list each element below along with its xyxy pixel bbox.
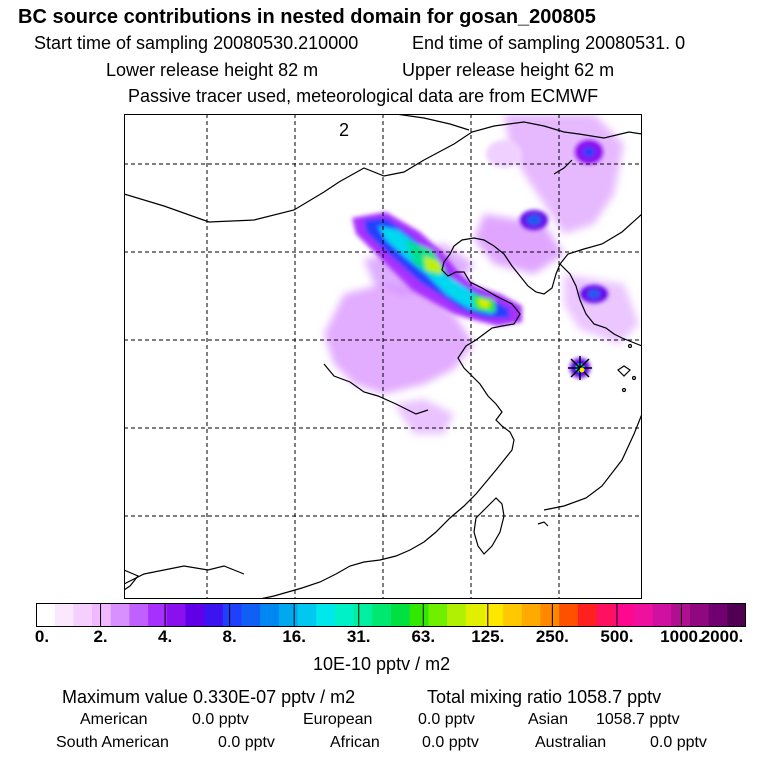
colorbar-cell: [204, 603, 224, 627]
colorbar-tick-label: 16.: [282, 627, 306, 646]
colorbar-cell: [334, 603, 355, 627]
map-panel: 2: [124, 114, 642, 599]
colorbar-cell: [148, 603, 168, 627]
colorbar-cell: [428, 603, 448, 627]
panel-label: 2: [339, 120, 349, 140]
total-mixing-label: Total mixing ratio 1058.7 pptv: [427, 687, 662, 707]
colorbar-tick-label: 1000.: [660, 627, 703, 646]
colorbar-cell: [241, 603, 261, 627]
colorbar-tick-label: 2000.: [700, 627, 744, 646]
max-value-label: Maximum value 0.330E-07 pptv / m2: [62, 687, 356, 707]
colorbar-tick-label: 125.: [471, 627, 505, 646]
colorbar-cell: [503, 603, 523, 627]
colorbar-cell: [484, 603, 504, 627]
american-value: 0.0 pptv: [192, 711, 249, 728]
colorbar-cell: [577, 603, 598, 627]
lower-height-label: Lower release height 82 m: [106, 60, 319, 80]
colorbar-cell: [652, 603, 672, 627]
upper-height-label: Upper release height 62 m: [402, 60, 615, 80]
australian-label: Australian: [535, 734, 607, 751]
plot-title: BC source contributions in nested domain…: [18, 6, 596, 28]
colorbar-cell: [521, 603, 542, 627]
colorbar-cell: [110, 603, 131, 627]
receptor-star-marker: [568, 356, 592, 380]
asian-label: Asian: [528, 711, 569, 728]
colorbar-tick-label: 2.: [93, 627, 108, 646]
colorbar-cell: [447, 603, 467, 627]
colorbar-cell: [54, 603, 74, 627]
colorbar-cell: [353, 603, 373, 627]
colorbar-cell: [596, 603, 616, 627]
colorbar-cell: [409, 603, 429, 627]
colorbar-cell: [166, 603, 187, 627]
african-value: 0.0 pptv: [422, 734, 479, 751]
european-value: 0.0 pptv: [418, 711, 475, 728]
tracer-note: Passive tracer used, meteorological data…: [128, 86, 599, 106]
colorbar-cell: [185, 603, 205, 627]
colorbar-cell: [540, 603, 560, 627]
european-label: European: [303, 711, 373, 728]
american-label: American: [80, 711, 148, 728]
asian-value: 1058.7 pptv: [596, 711, 680, 728]
african-label: African: [330, 734, 380, 751]
colorbar-tick-label: 500.: [600, 627, 634, 646]
start-time-label: Start time of sampling 20080530.210000: [34, 33, 359, 53]
colorbar-cell: [727, 603, 746, 627]
colorbar-cell: [465, 603, 486, 627]
colorbar-tick-label: 0.: [34, 627, 50, 646]
colorbar: [36, 603, 746, 627]
colorbar-cell: [73, 603, 93, 627]
colorbar-cell: [222, 603, 243, 627]
end-time-label: End time of sampling 20080531. 0: [412, 33, 686, 53]
colorbar-tick-label: 8.: [222, 627, 237, 646]
colorbar-cell: [671, 603, 691, 627]
colorbar-cell: [260, 603, 280, 627]
colorbar-cell: [633, 603, 654, 627]
colorbar-unit-label: 10E-10 pptv / m2: [313, 654, 451, 674]
colorbar-cell: [129, 603, 149, 627]
colorbar-tick-label: 4.: [157, 627, 173, 646]
colorbar-cell: [689, 603, 710, 627]
colorbar-cell: [391, 603, 411, 627]
colorbar-cell: [559, 603, 579, 627]
coastlines: [124, 114, 642, 599]
colorbar-cell: [708, 603, 728, 627]
colorbar-cell: [278, 603, 299, 627]
colorbar-cell: [297, 603, 317, 627]
colorbar-cell: [615, 603, 635, 627]
south-american-label: South American: [56, 734, 169, 751]
colorbar-cell: [36, 603, 56, 627]
lat-lon-grid: [124, 114, 642, 599]
colorbar-tick-label: 31.: [346, 627, 371, 646]
colorbar-cell: [316, 603, 336, 627]
south-american-value: 0.0 pptv: [218, 734, 275, 751]
colorbar-cell: [92, 603, 112, 627]
colorbar-tick-label: 63.: [411, 627, 436, 646]
colorbar-cell: [372, 603, 392, 627]
australian-value: 0.0 pptv: [650, 734, 707, 751]
colorbar-tick-label: 250.: [535, 627, 569, 646]
